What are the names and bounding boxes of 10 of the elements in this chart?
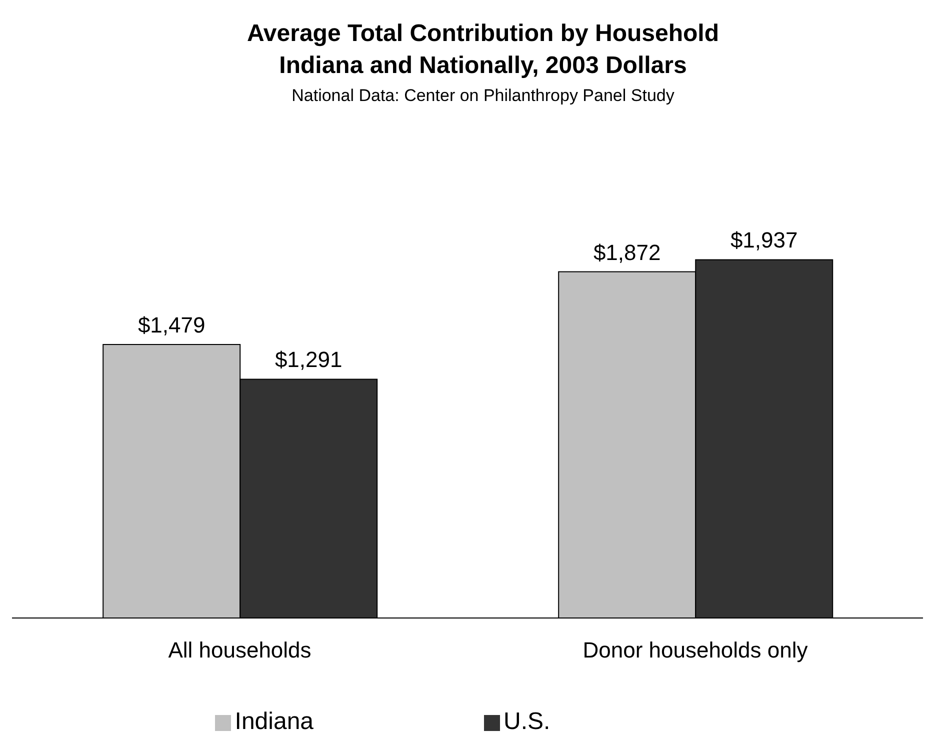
x-tick-label: Donor households only: [582, 638, 808, 663]
x-tick-label: All households: [168, 638, 312, 663]
chart-title: Average Total Contribution by Household Indiana and Nationally, 2003 Dollars: [246, 19, 720, 81]
data-label: $1,872: [593, 240, 661, 265]
chart-subtitle: National Data: Center on Philanthropy Panel Study: [290, 86, 676, 106]
legend-label: U.S.: [504, 708, 550, 735]
data-label: $1,479: [138, 312, 206, 338]
legend-label: Indiana: [234, 708, 314, 735]
data-label: $1,291: [274, 347, 342, 372]
data-label: $1,937: [730, 228, 798, 253]
